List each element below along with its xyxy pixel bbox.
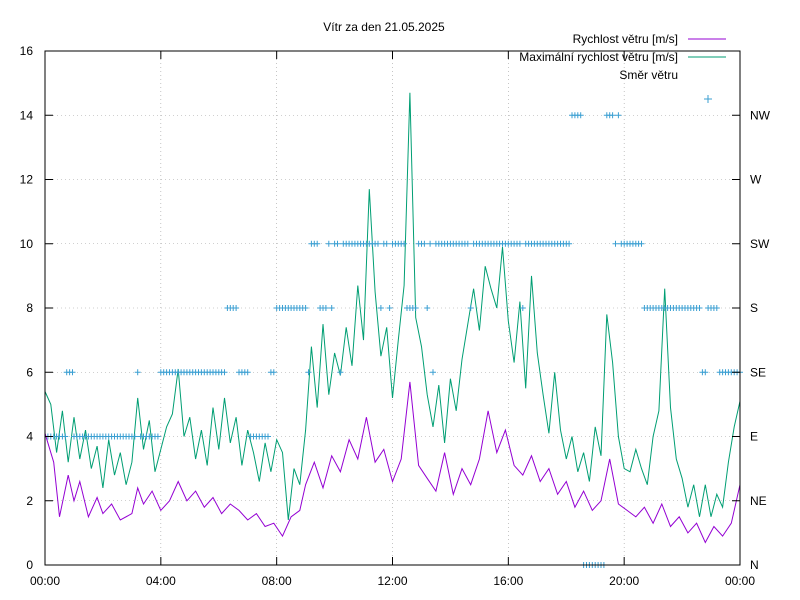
- direction-point: [375, 240, 381, 247]
- y-tick-label: 14: [20, 108, 34, 122]
- x-tick-label: 20:00: [609, 574, 639, 588]
- x-tick-label: 00:00: [725, 574, 755, 588]
- y-tick-label: 4: [26, 430, 33, 444]
- direction-point: [427, 240, 434, 247]
- direction-point: [322, 305, 329, 311]
- direction-point: [337, 369, 344, 376]
- y-tick-label: 6: [26, 365, 33, 379]
- y2-tick-label: W: [750, 173, 762, 187]
- legend-label-max-speed: Maximální rychlost větru [m/s]: [519, 50, 678, 64]
- direction-point: [638, 240, 645, 247]
- x-tick-label: 16:00: [493, 574, 523, 588]
- direction-point: [696, 305, 703, 311]
- legend-label-direction: Směr větru: [619, 68, 678, 82]
- series-1: [44, 92, 741, 521]
- chart-title: Vítr za den 21.05.2025: [323, 20, 445, 34]
- direction-point: [383, 240, 390, 247]
- direction-point: [464, 240, 471, 247]
- y-tick-label: 8: [26, 301, 33, 315]
- y-tick-label: 12: [20, 173, 34, 187]
- direction-point: [305, 369, 312, 376]
- direction-point: [302, 305, 309, 311]
- direction-point: [233, 305, 240, 311]
- direction-point: [412, 305, 419, 311]
- y-tick-label: 0: [26, 558, 33, 572]
- y-tick-label: 16: [20, 44, 34, 58]
- direction-point: [386, 305, 393, 311]
- direction-point: [430, 369, 436, 376]
- direction-point: [612, 240, 619, 247]
- direction-point: [265, 433, 271, 440]
- direction-point: [221, 369, 228, 376]
- y2-tick-label: N: [750, 558, 759, 572]
- direction-point: [270, 369, 277, 376]
- direction-point: [609, 112, 616, 119]
- y2-tick-label: E: [750, 430, 758, 444]
- direction-point: [325, 240, 332, 247]
- direction-point: [401, 240, 408, 247]
- direction-point: [62, 433, 69, 440]
- direction-point: [334, 240, 341, 247]
- direction-point: [577, 112, 584, 119]
- y2-tick-label: S: [750, 301, 758, 315]
- direction-point: [244, 369, 251, 376]
- x-tick-label: 08:00: [262, 574, 292, 588]
- series-layer: [44, 92, 743, 568]
- direction-point: [328, 305, 335, 311]
- direction-point: [421, 240, 428, 247]
- direction-point: [424, 305, 431, 311]
- direction-point: [615, 112, 622, 119]
- y2-tick-label: NW: [750, 108, 771, 122]
- direction-point: [566, 240, 573, 247]
- x-tick-label: 04:00: [146, 574, 176, 588]
- y2-tick-label: NE: [750, 494, 767, 508]
- y-tick-label: 2: [26, 494, 33, 508]
- direction-point: [154, 433, 161, 440]
- axes: 0 2 4 6 8 10 12 14 16 N NE E SE S SW W NW 00:00 04:00 08:00…: [20, 44, 771, 588]
- direction-point: [377, 305, 384, 311]
- series-2: [44, 112, 743, 568]
- legend: Rychlost větru [m/s] Maximální rychlost …: [519, 32, 726, 103]
- direction-point: [131, 433, 138, 440]
- y-tick-label: 10: [20, 237, 34, 251]
- y2-tick-label: SE: [750, 365, 766, 379]
- legend-label-speed: Rychlost větru [m/s]: [573, 32, 678, 46]
- direction-point: [713, 305, 720, 311]
- series-line: [44, 381, 741, 544]
- direction-point: [314, 240, 321, 247]
- x-tick-label: 00:00: [30, 574, 60, 588]
- direction-point: [516, 240, 523, 247]
- direction-point: [702, 369, 709, 376]
- series-0: [44, 381, 741, 544]
- y2-tick-label: SW: [750, 237, 770, 251]
- direction-point: [467, 305, 474, 311]
- legend-swatch-direction: [704, 95, 712, 103]
- x-tick-label: 12:00: [377, 574, 407, 588]
- direction-point: [134, 369, 141, 376]
- series-line: [44, 92, 741, 521]
- direction-point: [69, 369, 76, 376]
- direction-point: [519, 305, 526, 311]
